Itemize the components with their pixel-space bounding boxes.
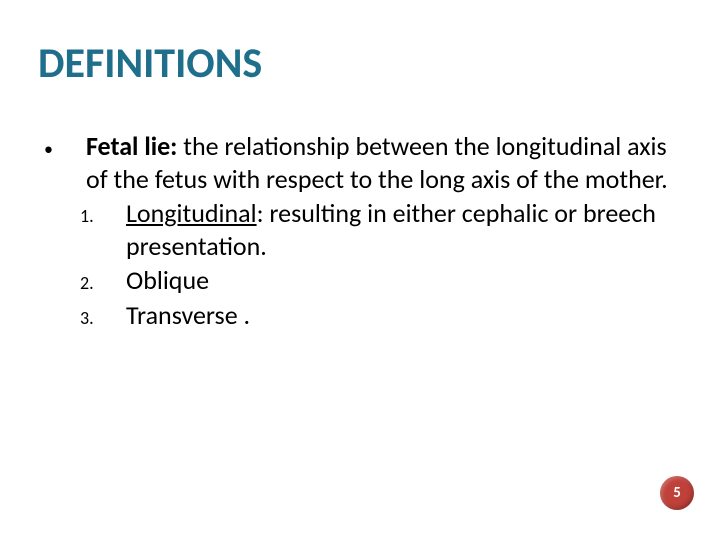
underlined-term: Longitudinal: [126, 197, 257, 229]
bullet-text: Fetal lie: the relationship between the …: [86, 130, 682, 195]
bullet-item: • Fetal lie: the relationship between th…: [38, 130, 682, 195]
slide-title: DEFINITIONS: [38, 38, 262, 89]
slide-body: • Fetal lie: the relationship between th…: [38, 130, 682, 333]
list-item: 1. Longitudinal: resulting in either cep…: [38, 197, 682, 262]
list-text: Transverse .: [126, 299, 682, 332]
term-bold: Fetal lie:: [86, 130, 177, 162]
number-marker: 3.: [80, 299, 126, 330]
list-item: 2. Oblique: [38, 264, 682, 297]
list-rest: Transverse .: [126, 299, 250, 331]
page-number-badge: 5: [660, 476, 694, 510]
list-text: Oblique: [126, 264, 682, 297]
list-rest: Oblique: [126, 264, 209, 296]
bullet-marker: •: [38, 130, 86, 161]
number-marker: 2.: [80, 264, 126, 295]
slide: DEFINITIONS • Fetal lie: the relationshi…: [0, 0, 720, 540]
number-marker: 1.: [80, 197, 126, 228]
list-item: 3. Transverse .: [38, 299, 682, 332]
list-text: Longitudinal: resulting in either cephal…: [126, 197, 682, 262]
